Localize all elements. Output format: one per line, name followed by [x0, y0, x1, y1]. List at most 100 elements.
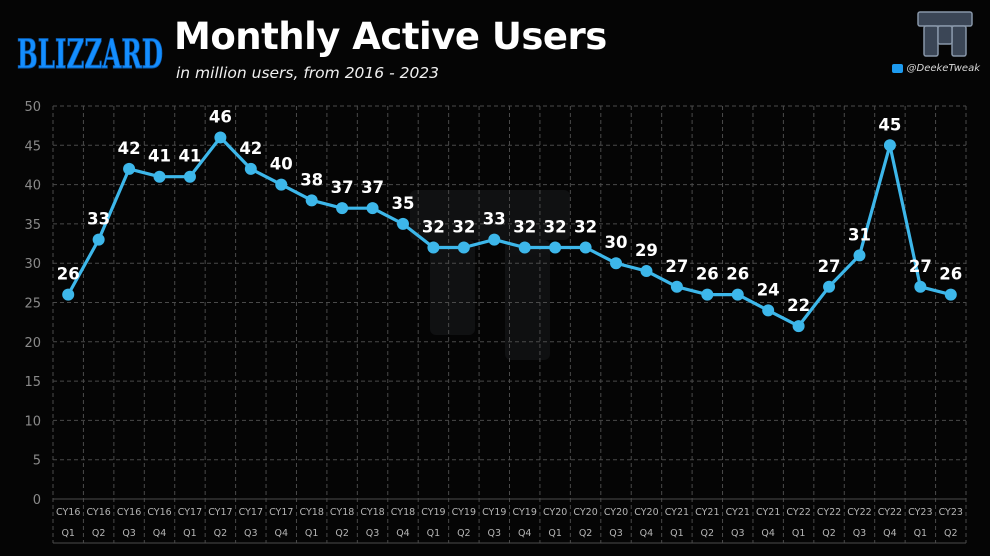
data-label: 38	[300, 170, 323, 189]
x-tick-label-quarter: Q4	[761, 528, 775, 539]
x-tick-label-year: CY21	[726, 507, 750, 518]
y-tick-label: 30	[24, 257, 41, 272]
x-tick-label-quarter: Q1	[183, 528, 197, 539]
y-tick-label: 50	[24, 100, 41, 115]
data-point[interactable]	[670, 280, 683, 293]
blizzard-logo: BLIZZARD	[17, 31, 164, 79]
data-point[interactable]	[183, 170, 196, 183]
x-tick-label-quarter: Q1	[305, 528, 319, 539]
x-tick-label-year: CY17	[239, 507, 263, 518]
data-label: 42	[239, 139, 262, 158]
data-point[interactable]	[792, 320, 805, 333]
data-point[interactable]	[701, 288, 714, 301]
data-point[interactable]	[640, 265, 653, 278]
data-label: 29	[635, 241, 658, 260]
x-tick-label-quarter: Q1	[914, 528, 928, 539]
x-tick-label-quarter: Q4	[518, 528, 532, 539]
data-point[interactable]	[153, 170, 166, 183]
data-label: 32	[452, 217, 475, 236]
x-tick-label-year: CY18	[360, 507, 384, 518]
data-point[interactable]	[457, 241, 470, 254]
x-tick-label-quarter: Q2	[579, 528, 593, 539]
x-tick-label-quarter: Q1	[548, 528, 562, 539]
x-tick-label-quarter: Q3	[366, 528, 380, 539]
data-point[interactable]	[944, 288, 957, 301]
data-label: 37	[361, 178, 384, 197]
x-tick-label-year: CY16	[86, 507, 110, 518]
data-point[interactable]	[549, 241, 562, 254]
x-tick-label-year: CY20	[604, 507, 628, 518]
x-tick-label-year: CY19	[482, 507, 506, 518]
x-tick-label-quarter: Q2	[701, 528, 715, 539]
x-tick-label-quarter: Q3	[244, 528, 258, 539]
data-point[interactable]	[518, 241, 531, 254]
data-label: 27	[909, 257, 932, 276]
x-tick-label-year: CY22	[878, 507, 902, 518]
x-tick-label-quarter: Q2	[457, 528, 471, 539]
data-point[interactable]	[62, 288, 75, 301]
x-tick-label-quarter: Q1	[427, 528, 441, 539]
x-tick-label-quarter: Q3	[731, 528, 745, 539]
data-point[interactable]	[579, 241, 592, 254]
data-point[interactable]	[610, 257, 623, 270]
data-point[interactable]	[853, 249, 866, 262]
x-tick-label-year: CY21	[756, 507, 780, 518]
brand-wordmark: BLIZZARD	[17, 31, 163, 78]
data-point[interactable]	[244, 162, 257, 175]
x-tick-label-quarter: Q2	[822, 528, 836, 539]
x-tick-label-year: CY17	[178, 507, 202, 518]
data-point[interactable]	[427, 241, 440, 254]
data-label: 42	[118, 139, 141, 158]
x-tick-label-year: CY20	[543, 507, 567, 518]
x-tick-label-year: CY18	[391, 507, 415, 518]
x-tick-label-year: CY17	[208, 507, 232, 518]
data-point[interactable]	[214, 131, 227, 144]
x-tick-label-year: CY19	[421, 507, 445, 518]
data-point[interactable]	[366, 202, 379, 215]
x-tick-label-quarter: Q1	[61, 528, 75, 539]
data-label: 27	[818, 257, 841, 276]
x-tick-label-year: CY16	[117, 507, 141, 518]
data-label: 41	[178, 147, 201, 166]
data-point[interactable]	[488, 233, 501, 246]
y-tick-label: 0	[33, 493, 41, 508]
watermark-logo	[410, 190, 570, 360]
x-tick-label-year: CY21	[695, 507, 719, 518]
x-tick-label-year: CY23	[939, 507, 963, 518]
twitter-handle[interactable]: @DeekeTweak	[891, 63, 980, 74]
data-point[interactable]	[914, 280, 927, 293]
data-point[interactable]	[123, 162, 136, 175]
data-point[interactable]	[823, 280, 836, 293]
x-tick-label-year: CY20	[573, 507, 597, 518]
data-point[interactable]	[305, 194, 318, 207]
data-label: 22	[787, 296, 810, 315]
series-line	[66, 135, 953, 328]
data-point[interactable]	[731, 288, 744, 301]
x-tick-label-quarter: Q3	[488, 528, 502, 539]
x-tick-label-quarter: Q4	[883, 528, 897, 539]
data-label: 45	[878, 115, 901, 134]
x-tick-label-quarter: Q3	[122, 528, 136, 539]
data-point[interactable]	[396, 217, 409, 230]
data-point[interactable]	[883, 139, 896, 152]
data-label: 24	[757, 280, 780, 299]
x-tick-label-quarter: Q4	[640, 528, 654, 539]
data-label: 26	[57, 265, 80, 284]
x-tick-label-year: CY16	[147, 507, 171, 518]
x-tick-label-year: CY17	[269, 507, 293, 518]
data-point[interactable]	[336, 202, 349, 215]
chart-subtitle: in million users, from 2016 - 2023	[176, 64, 440, 82]
x-tick-label-quarter: Q2	[944, 528, 958, 539]
data-point[interactable]	[275, 178, 288, 191]
x-tick-label-year: CY20	[634, 507, 658, 518]
data-label: 32	[544, 217, 567, 236]
data-label: 26	[696, 265, 719, 284]
x-tick-label-quarter: Q2	[335, 528, 349, 539]
data-label: 31	[848, 225, 871, 244]
x-tick-label-quarter: Q2	[92, 528, 106, 539]
x-tick-label-year: CY19	[452, 507, 476, 518]
x-tick-label-quarter: Q1	[670, 528, 684, 539]
data-point[interactable]	[762, 304, 775, 317]
data-label: 35	[391, 194, 414, 213]
data-point[interactable]	[92, 233, 105, 246]
